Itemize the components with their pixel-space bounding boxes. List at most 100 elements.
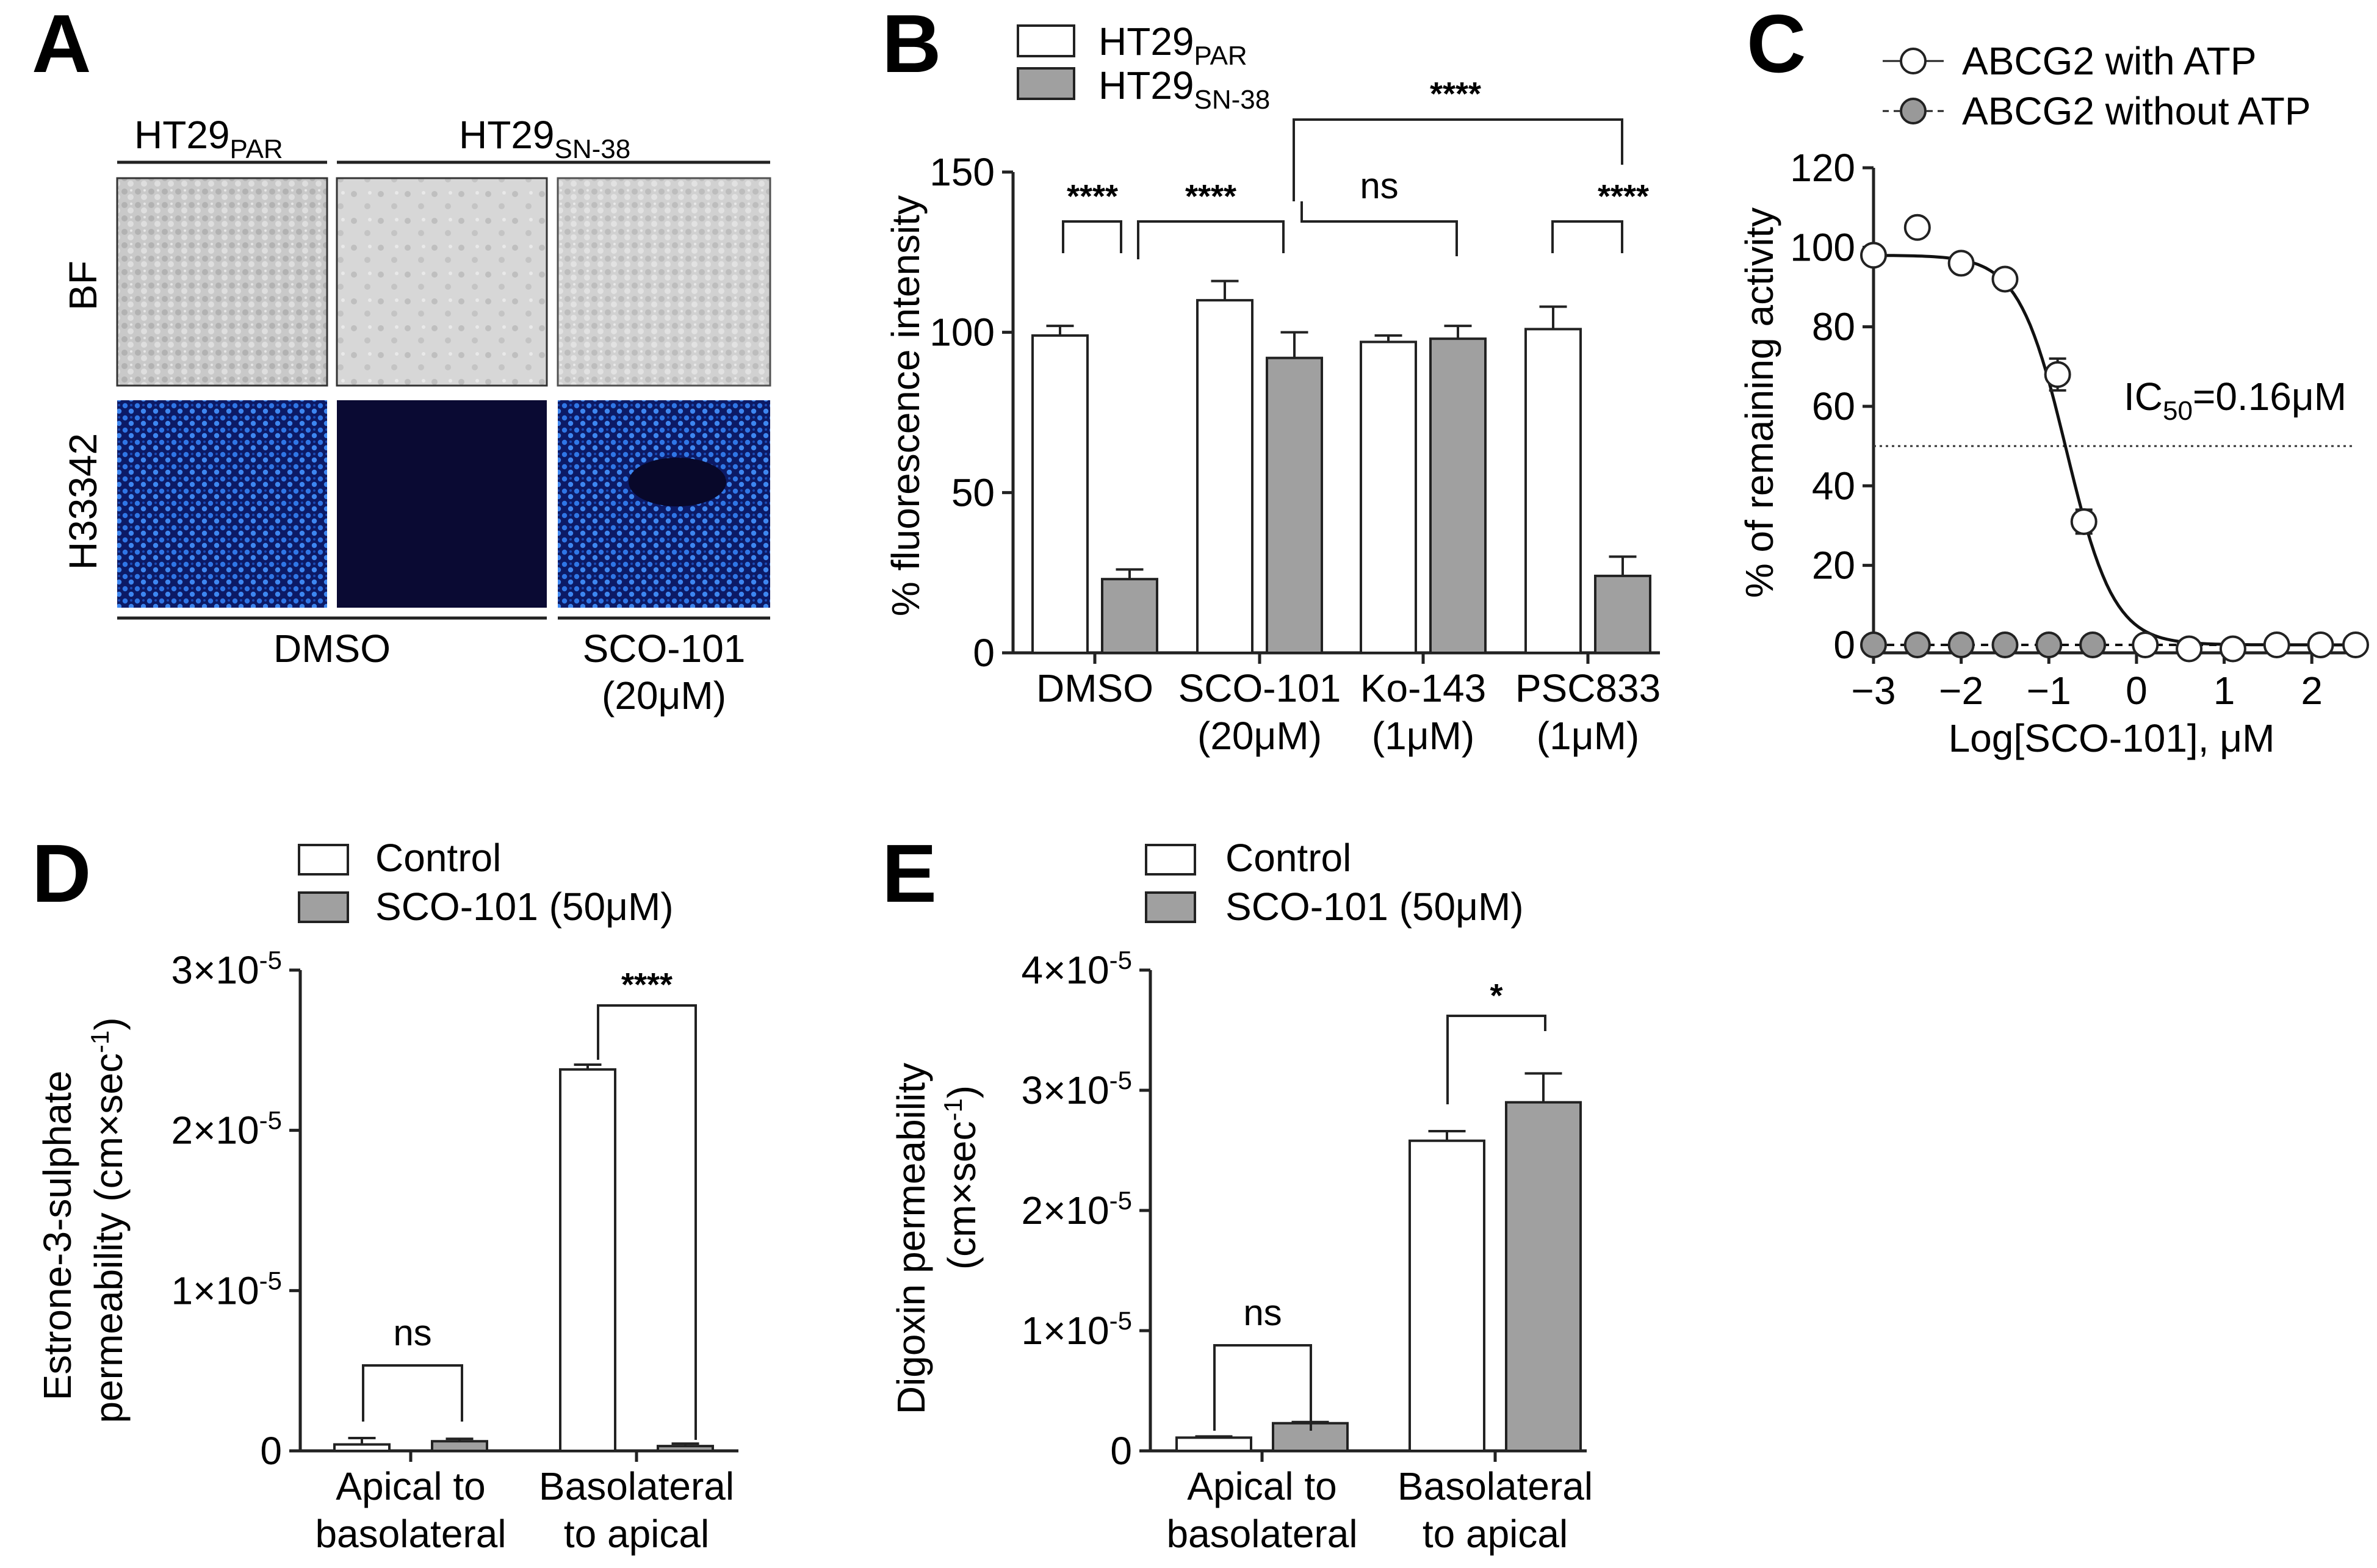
e-legend-swatch-sco (1145, 891, 1196, 923)
b-sig-psc: **** (1598, 178, 1649, 215)
point-without-atp (1991, 631, 2019, 658)
point-with-atp (2176, 635, 2203, 663)
e-bars (1175, 1072, 1582, 1453)
category-label-line2: (1μM) (1372, 714, 1474, 758)
point-with-atp (1860, 242, 1887, 269)
bar (1101, 578, 1158, 655)
y-tick-label: 0 (260, 1429, 282, 1473)
y-tick-label: 3×10-5 (171, 946, 282, 992)
e-legend-label-control: Control (1225, 836, 1351, 880)
category-label-line2: basolateral (1166, 1512, 1357, 1556)
bar (1505, 1101, 1582, 1452)
point-with-atp (1903, 214, 1931, 241)
y-tick-label: 4×10-5 (1021, 946, 1132, 992)
point-with-atp (2044, 361, 2071, 388)
b-sig-sco-ko: ns (1360, 165, 1398, 206)
d-ylabel-line1: Estrone-3-sulphate (35, 1071, 79, 1401)
e-legend-swatch-control (1145, 844, 1196, 876)
panel-d: D Control SCO-101 (50μM) Estrone-3-sulph… (32, 827, 738, 1556)
d-ylabel-line2: permeability (cm×sec-1) (85, 1017, 131, 1423)
y-tick-label: 150 (929, 150, 995, 194)
y-tick-label: 1×10-5 (1021, 1306, 1132, 1353)
category-label: DMSO (1036, 666, 1153, 710)
legend-label-sn: HT29SN-38 (1098, 63, 1270, 115)
bar (657, 1445, 714, 1453)
x-tick-label: −1 (2027, 669, 2071, 713)
y-tick-label: 40 (1812, 464, 1855, 508)
e-ylabel-line2: (cm×sec-1) (939, 1085, 984, 1270)
point-without-atp (1860, 631, 1887, 658)
e-sig-baso: * (1490, 977, 1502, 1014)
point-without-atp (2035, 631, 2063, 658)
bar (1175, 1436, 1252, 1453)
bar (1196, 299, 1253, 654)
legend-label-with-atp: ABCG2 with ATP (1962, 39, 2257, 83)
point-with-atp (2342, 631, 2369, 658)
b-ylabel: % fluorescence intensity (884, 195, 928, 616)
panel-b: B HT29PAR HT29SN-38 % fluorescence inten… (882, 0, 1661, 758)
d-legend-swatch-sco (298, 891, 349, 923)
fit-curve (1874, 254, 2356, 647)
point-with-atp (2132, 631, 2159, 658)
c-xlabel: Log[SCO-101], μM (1949, 716, 2275, 760)
bar (1429, 337, 1487, 654)
point-with-atp (2263, 631, 2290, 658)
category-label: Basolateral (1398, 1464, 1593, 1508)
bottom-dmso-label: DMSO (273, 627, 391, 671)
row-bf-label: BF (61, 261, 105, 311)
d-sig-baso: **** (621, 966, 673, 1003)
panel-e: E Control SCO-101 (50μM) Digoxin permeab… (882, 827, 1593, 1556)
c-plot (1860, 214, 2369, 663)
y-tick-label: 80 (1812, 305, 1855, 349)
y-tick-label: 100 (1790, 225, 1855, 269)
legend-swatch-sn (1017, 67, 1075, 100)
micrograph-dark-patch (629, 458, 726, 506)
e-ylabel-line1: Digoxin permeability (889, 1063, 933, 1414)
b-sig-long: **** (1430, 76, 1481, 112)
y-tick-label: 60 (1812, 384, 1855, 428)
point-without-atp (2079, 631, 2107, 658)
x-tick-label: −3 (1852, 669, 1896, 713)
bar (431, 1440, 488, 1452)
bottom-sco-label: SCO-101 (583, 627, 746, 671)
y-tick-label: 3×10-5 (1021, 1066, 1132, 1112)
b-sig-dmso: **** (1067, 178, 1118, 215)
legend-marker-without-atp (1900, 98, 1927, 124)
b-bracket-dmso-sco (1137, 220, 1285, 259)
bar (333, 1443, 391, 1453)
category-label-line2: (1μM) (1537, 714, 1639, 758)
d-ticks: 0 1×10-5 2×10-5 3×10-5 (171, 946, 300, 1473)
point-without-atp (1947, 631, 1975, 658)
y-tick-label: 0 (1110, 1429, 1132, 1473)
e-bracket-baso (1446, 1015, 1546, 1104)
b-categories: DMSO SCO-101(20μM)Ko-143(1μM)PSC833(1μM) (1036, 653, 1661, 758)
c-ic50-annotation: IC50=0.16μM (2124, 375, 2346, 426)
bottom-sco-conc: (20μM) (602, 674, 726, 717)
d-bracket-apical (362, 1364, 463, 1422)
d-bracket-baso (597, 1004, 697, 1440)
y-tick-label: 100 (929, 311, 995, 354)
category-label-line2: to apical (564, 1512, 709, 1556)
col-par-label: HT29PAR (134, 113, 283, 164)
bar (1524, 328, 1582, 654)
panel-c: C ABCG2 with ATP ABCG2 without ATP % of … (1737, 0, 2369, 760)
panel-c-label: C (1747, 0, 1806, 90)
d-sig-apical: ns (393, 1312, 431, 1353)
category-label: Ko-143 (1360, 666, 1486, 710)
category-label: SCO-101 (1178, 666, 1341, 710)
e-bracket-apical (1213, 1344, 1312, 1431)
c-ylabel: % of remaining activity (1737, 207, 1781, 598)
panel-a: A HT29PAR HT29SN-38 BF H33342 DMSO SCO-1… (32, 0, 771, 717)
point-without-atp (1903, 631, 1931, 658)
b-bracket-dmso (1062, 220, 1122, 253)
b-ticks: 0 50 100 150 (929, 150, 1013, 675)
b-bracket-psc (1551, 220, 1623, 253)
micrograph-h-sn-dmso (337, 400, 547, 608)
point-with-atp (2219, 635, 2246, 663)
bar (559, 1068, 616, 1453)
legend-label-without-atp: ABCG2 without ATP (1962, 89, 2311, 133)
point-with-atp (2307, 631, 2334, 658)
legend-marker-with-atp (1900, 48, 1927, 74)
legend-swatch-par (1017, 24, 1075, 57)
